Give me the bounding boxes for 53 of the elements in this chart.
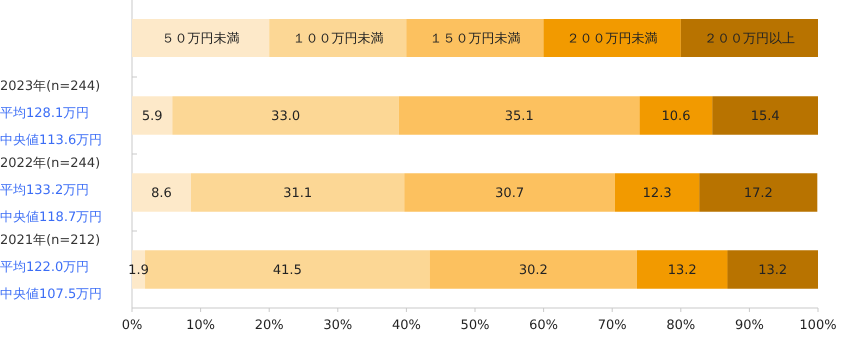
text: ５０万円未満: [162, 32, 240, 47]
x-tick-label: 50%: [460, 318, 490, 333]
x-tick-label: 0%: [122, 318, 142, 333]
bar: [614, 173, 700, 212]
data-label: 17.2: [744, 186, 773, 202]
y-tick-label: 2023年(n=244): [0, 79, 100, 94]
data-label: 33.0: [271, 109, 300, 124]
text: 平均128.1万円: [0, 106, 90, 122]
bar: [636, 250, 728, 289]
data-label: 5.9: [142, 109, 163, 124]
bar: [727, 250, 818, 289]
x-tick-label: 30%: [323, 318, 352, 333]
x-tick-label: 20%: [254, 318, 284, 333]
data-label: 12.3: [642, 186, 672, 202]
bar: [430, 250, 637, 289]
x-tick-label: 40%: [392, 318, 421, 333]
text: １５０万円未満: [430, 32, 520, 47]
bar: [404, 173, 615, 212]
text: 中央値113.6万円: [0, 133, 102, 148]
text: 平均122.0万円: [0, 260, 90, 276]
data-label: 41.5: [272, 263, 302, 278]
x-tick-label: 90%: [734, 318, 764, 333]
bar: [699, 173, 818, 212]
bar: [172, 96, 399, 135]
data-label: 1.9: [128, 263, 149, 278]
bar: [132, 96, 172, 135]
y-tick-label: 2022年(n=244): [0, 156, 100, 172]
text: １００万円未満: [292, 32, 384, 47]
x-tick-label: 70%: [598, 318, 627, 333]
x-tick-label: 60%: [529, 318, 558, 333]
text: 中央値107.5万円: [0, 287, 102, 302]
text: ２００万円未満: [566, 32, 658, 47]
data-label: 8.6: [151, 186, 172, 202]
data-label: 30.2: [518, 263, 548, 278]
data-label: 15.4: [750, 109, 780, 124]
x-tick-label: 10%: [186, 318, 216, 333]
bar: [640, 96, 712, 135]
bar: [190, 173, 404, 212]
y-tick-label: 2021年(n=212): [0, 233, 100, 248]
data-label: 35.1: [504, 109, 534, 124]
data-label: 13.2: [758, 263, 788, 278]
data-label: 10.6: [662, 109, 690, 124]
data-label: 31.1: [283, 186, 312, 202]
text: ２００万円以上: [704, 32, 795, 47]
data-label: 13.2: [668, 263, 697, 278]
bar: [398, 96, 640, 135]
text: 中央値118.7万円: [0, 210, 102, 226]
x-tick-label: 80%: [666, 318, 696, 333]
data-label: 30.7: [495, 186, 524, 202]
bar: [132, 173, 191, 212]
text: 平均133.2万円: [0, 183, 90, 198]
bar: [712, 96, 818, 135]
x-tick-label: 100%: [799, 318, 837, 333]
